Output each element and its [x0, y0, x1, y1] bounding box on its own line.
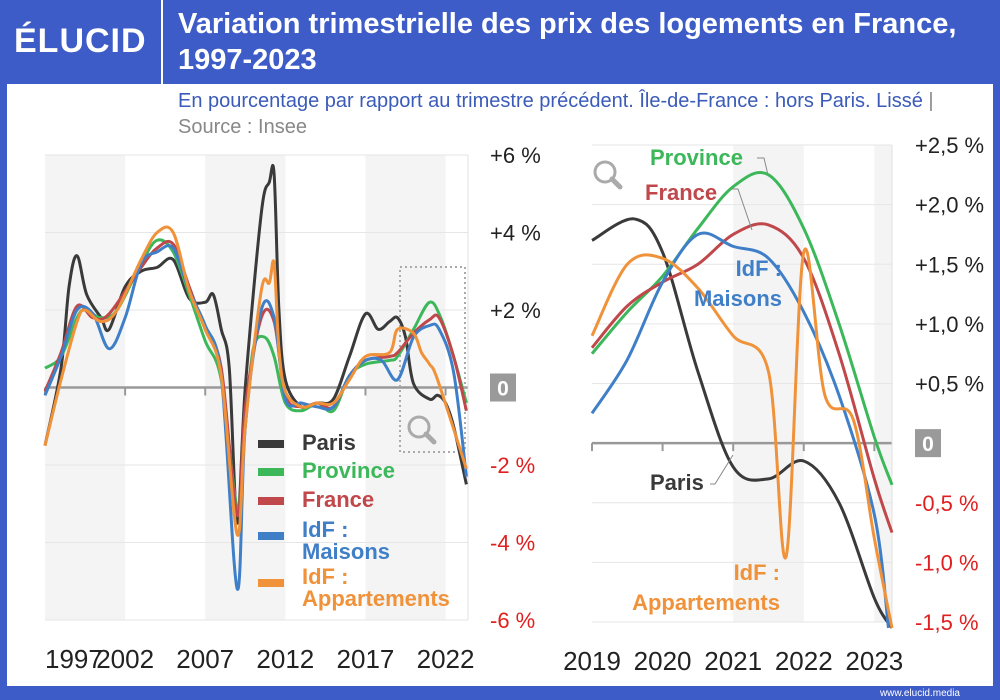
legend-swatch-idf-appartements: [258, 579, 284, 587]
magnifier-icon: [593, 160, 617, 184]
y-tick-label: +2 %: [490, 298, 541, 323]
chart-subtitle: En pourcentage par rapport au trimestre …: [178, 88, 978, 140]
y-tick-label: -2 %: [490, 453, 535, 478]
series-line-france: [590, 222, 894, 534]
series-label-france: France: [645, 180, 717, 205]
legend-swatch-province: [258, 468, 284, 476]
zero-badge: [915, 429, 941, 458]
series-line-idf-appartements: [43, 225, 468, 537]
series-line-paris: [43, 164, 468, 525]
leader-line-france: [732, 188, 753, 231]
y-tick-label: -1,5 %: [915, 610, 979, 635]
elucid-logo: ÉLUCID: [14, 22, 147, 60]
series-line-paris: [591, 217, 894, 629]
x-tick-label: 1997: [45, 644, 103, 674]
y-tick-label: +1,0 %: [915, 312, 984, 337]
legend-label-idf-appartements: Appartements: [302, 586, 450, 611]
series-line-idf-appartements: [590, 247, 894, 629]
x-tick-label: 2020: [634, 646, 692, 676]
x-tick-label: 2023: [845, 646, 903, 676]
chart-title: Variation trimestrielle des prix des log…: [178, 8, 957, 76]
y-tick-label: +0,5 %: [915, 372, 984, 397]
zero-badge: [490, 373, 516, 402]
source-text: Source : Insee: [178, 116, 307, 138]
legend-label-province: Province: [302, 458, 395, 483]
magnifier-icon-handle: [423, 431, 437, 445]
y-tick-label: +2,5 %: [915, 133, 984, 158]
leader-line-paris: [710, 454, 734, 485]
subtitle-text: En pourcentage par rapport au trimestre …: [178, 90, 923, 112]
legend-swatch-paris: [258, 440, 284, 448]
header-band: ÉLUCID Variation trimestrielle des prix …: [0, 0, 1000, 84]
legend-swatch-france: [258, 497, 284, 505]
legend-label-idf-appartements: IdF :: [302, 564, 348, 589]
x-tick-label: 2022: [417, 644, 475, 674]
series-label-idf-appartements: Appartements: [632, 590, 780, 615]
legend-label-idf-maisons: IdF :: [302, 517, 348, 542]
y-tick-label: -4 %: [490, 531, 535, 556]
x-tick-label: 2012: [256, 644, 314, 674]
series-label-idf-appartements: IdF :: [734, 560, 780, 585]
series-label-idf-maisons: IdF :: [736, 256, 782, 281]
legend-label-france: France: [302, 487, 374, 512]
zero-label: 0: [922, 433, 934, 456]
x-tick-label: 2017: [337, 644, 395, 674]
series-label-paris: Paris: [650, 470, 704, 495]
x-tick-label: 2002: [96, 644, 154, 674]
y-tick-label: +1,5 %: [915, 252, 984, 277]
y-tick-label: +4 %: [490, 221, 541, 246]
x-tick-label: 2019: [563, 646, 621, 676]
leader-line-province: [757, 157, 769, 176]
subtitle-separator: |: [928, 90, 934, 112]
y-tick-label: -0,5 %: [915, 491, 979, 516]
y-tick-label: -6 %: [490, 608, 535, 633]
series-label-province: Province: [650, 145, 743, 170]
y-tick-label: -1,0 %: [915, 550, 979, 575]
x-tick-label: 2007: [176, 644, 234, 674]
x-tick-label: 2022: [775, 646, 833, 676]
x-tick-label: 2021: [704, 646, 762, 676]
legend-swatch-idf-maisons: [258, 532, 284, 540]
series-label-idf-maisons: Maisons: [694, 286, 782, 311]
legend-label-paris: Paris: [302, 430, 356, 455]
legend-label-idf-maisons: Maisons: [302, 539, 390, 564]
header-divider: [161, 0, 163, 84]
magnifier-icon-handle: [609, 176, 623, 190]
magnifier-icon: [407, 415, 431, 439]
y-tick-label: +6 %: [490, 143, 541, 168]
zero-label: 0: [497, 378, 509, 401]
footer-url[interactable]: www.elucid.media: [879, 688, 960, 699]
y-tick-label: +2,0 %: [915, 193, 984, 218]
